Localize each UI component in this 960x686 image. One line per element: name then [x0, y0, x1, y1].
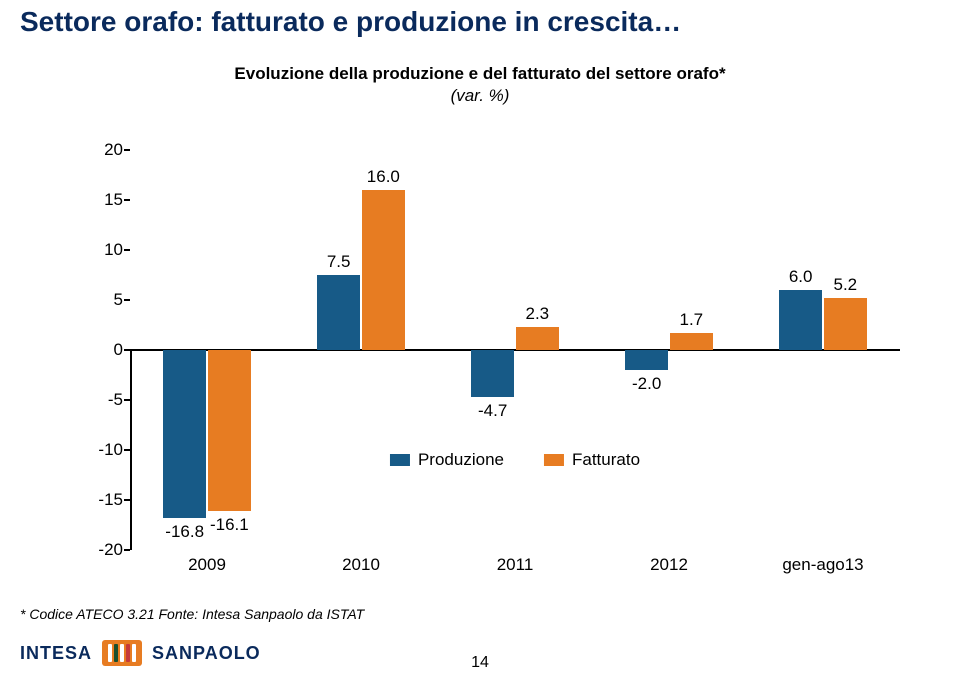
bar-value-label: 16.0	[367, 167, 400, 187]
y-tick	[124, 549, 130, 551]
y-tick-label: 15	[78, 190, 123, 210]
y-tick	[124, 199, 130, 201]
bar-value-label: 1.7	[680, 310, 704, 330]
bar-value-label: 2.3	[526, 304, 550, 324]
legend-item: Produzione	[390, 450, 504, 470]
y-tick	[124, 149, 130, 151]
y-tick	[124, 349, 130, 351]
logo-word-2: SANPAOLO	[152, 643, 261, 664]
page-title: Settore orafo: fatturato e produzione in…	[20, 6, 681, 38]
bar-fatturato	[362, 190, 405, 350]
bar-produzione	[317, 275, 360, 350]
legend-label: Produzione	[418, 450, 504, 470]
plot-area: -20-15-10-505101520-16.8-16.120097.516.0…	[130, 150, 900, 550]
bar-produzione	[625, 350, 668, 370]
y-tick-label: -5	[78, 390, 123, 410]
y-tick	[124, 399, 130, 401]
logo-band	[102, 640, 142, 666]
bar-fatturato	[208, 350, 251, 511]
x-tick-label: 2011	[497, 555, 534, 575]
y-tick-label: 10	[78, 240, 123, 260]
y-tick-label: 20	[78, 140, 123, 160]
bar-value-label: -16.1	[210, 515, 249, 535]
bar-value-label: 7.5	[327, 252, 351, 272]
page-number: 14	[471, 654, 489, 672]
bar-fatturato	[516, 327, 559, 350]
y-tick-label: 0	[78, 340, 123, 360]
y-tick	[124, 449, 130, 451]
bar-value-label: -4.7	[478, 401, 507, 421]
x-tick-label: 2012	[650, 555, 688, 575]
bar-value-label: 6.0	[789, 267, 813, 287]
x-tick-label: gen-ago13	[782, 555, 863, 575]
chart-subtitle-line1: Evoluzione della produzione e del fattur…	[0, 64, 960, 84]
y-tick	[124, 249, 130, 251]
footnote: * Codice ATECO 3.21 Fonte: Intesa Sanpao…	[20, 606, 364, 622]
legend-label: Fatturato	[572, 450, 640, 470]
x-tick-label: 2010	[342, 555, 380, 575]
x-tick-label: 2009	[188, 555, 226, 575]
y-tick	[124, 299, 130, 301]
legend-swatch	[390, 454, 410, 466]
bar-produzione	[163, 350, 206, 518]
y-axis	[130, 350, 132, 550]
logo-word-1: INTESA	[20, 643, 92, 664]
chart-subtitle-line2: (var. %)	[0, 86, 960, 106]
bar-value-label: 5.2	[834, 275, 858, 295]
y-tick-label: 5	[78, 290, 123, 310]
bar-fatturato	[824, 298, 867, 350]
bar-fatturato	[670, 333, 713, 350]
y-tick-label: -20	[78, 540, 123, 560]
bar-value-label: -16.8	[165, 522, 204, 542]
y-tick	[124, 499, 130, 501]
legend-item: Fatturato	[544, 450, 640, 470]
bar-produzione	[779, 290, 822, 350]
bar-produzione	[471, 350, 514, 397]
legend-swatch	[544, 454, 564, 466]
brand-logo: INTESA SANPAOLO	[20, 636, 261, 670]
bar-value-label: -2.0	[632, 374, 661, 394]
slide: Settore orafo: fatturato e produzione in…	[0, 0, 960, 686]
y-tick-label: -10	[78, 440, 123, 460]
chart-area: -20-15-10-505101520-16.8-16.120097.516.0…	[80, 150, 900, 550]
legend: Produzione Fatturato	[390, 450, 640, 470]
y-tick-label: -15	[78, 490, 123, 510]
